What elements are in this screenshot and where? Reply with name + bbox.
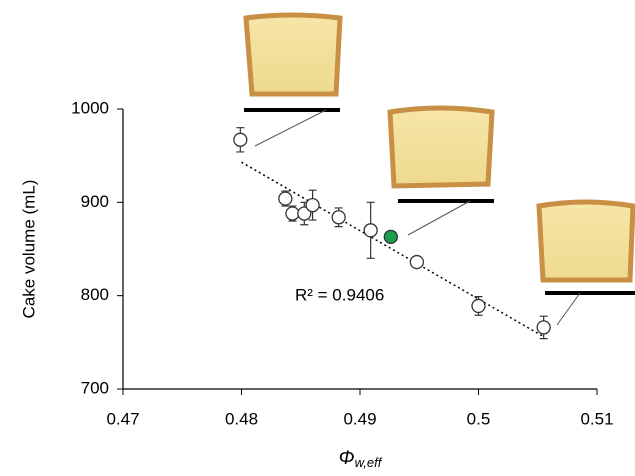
cake-images: [244, 15, 635, 325]
x-title-main: Φ: [339, 448, 355, 469]
data-point: [472, 299, 485, 312]
data-point: [364, 224, 377, 237]
y-tick-label: 900: [81, 192, 109, 211]
cake-photo: [246, 15, 340, 94]
y-tick-label: 1000: [71, 98, 109, 117]
x-tick-label: 0.51: [580, 409, 613, 428]
cake-photo: [539, 202, 633, 280]
x-tick-label: 0.49: [343, 409, 376, 428]
y-tick-label: 800: [81, 285, 109, 304]
chart: Cake volume (mL) Φw,eff R² = 0.9406 700 8…: [0, 0, 635, 476]
connector: [408, 201, 470, 235]
connector: [255, 110, 326, 146]
x-title-sub: w,eff: [355, 455, 383, 470]
x-tick-label: 0.48: [225, 409, 258, 428]
data-point: [410, 256, 423, 269]
data-point: [384, 230, 397, 243]
data-point: [537, 321, 550, 334]
data-point: [286, 207, 299, 220]
data-point: [332, 211, 345, 224]
x-tick-label: 0.5: [467, 409, 491, 428]
data-point: [234, 133, 247, 146]
cake-photo: [390, 108, 492, 186]
x-tick-label: 0.47: [106, 409, 139, 428]
y-tick-label: 700: [81, 378, 109, 397]
connector: [557, 293, 580, 325]
y-axis-title: Cake volume (mL): [19, 180, 38, 319]
data-point: [279, 192, 292, 205]
data-point: [306, 199, 319, 212]
r-squared: R² = 0.9406: [295, 285, 384, 304]
x-axis-title: Φw,eff: [339, 448, 383, 470]
